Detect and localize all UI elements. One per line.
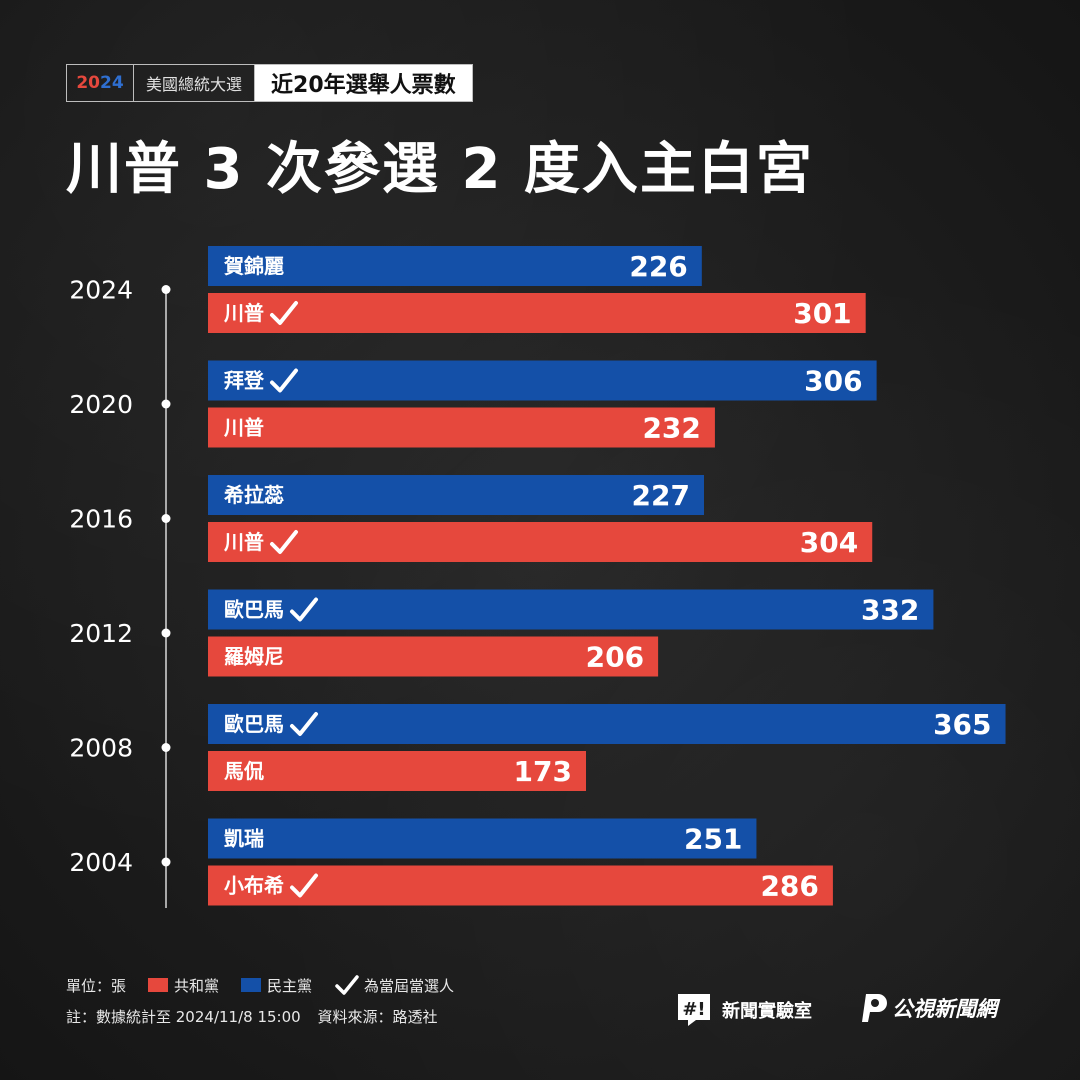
year-badge-part1: 20 [76, 73, 100, 93]
year-label: 2008 [69, 734, 133, 763]
legend-republican-label: 共和黨 [174, 976, 220, 995]
winner-check-icon [270, 530, 298, 554]
candidate-label: 川普 [223, 416, 264, 440]
page-title: 川普 3 次參選 2 度入主白宮 [66, 137, 814, 202]
candidate-label: 拜登 [224, 369, 265, 393]
legend-republican-swatch [148, 978, 169, 992]
legend-unit: 單位：張 [66, 976, 127, 995]
newslab-mark-icon: #! [678, 994, 710, 1026]
timeline-dot [161, 628, 171, 638]
header-topic: 美國總統大選 [134, 65, 256, 101]
candidate-label: 凱瑞 [224, 827, 264, 851]
republican-bar [208, 751, 587, 791]
year-label: 2004 [69, 848, 133, 877]
footnote-source: 資料來源：路透社 [317, 1008, 438, 1026]
bar-value-label: 286 [760, 870, 818, 903]
bar-value-label: 226 [629, 250, 687, 283]
year-badge-part2: 24 [100, 73, 124, 93]
pts-news-logo: 公視新聞網 [858, 992, 997, 1024]
bar-value-label: 306 [804, 365, 862, 398]
legend-democrat-label: 民主黨 [267, 976, 313, 995]
winner-check-icon [270, 368, 298, 393]
bar-value-label: 332 [861, 594, 919, 627]
candidate-label: 川普 [223, 301, 264, 325]
winner-check-icon [290, 712, 318, 736]
header-year-badge: 20 24 [67, 65, 134, 101]
footnote: 註：數據統計至 2024/11/8 15:00 資料來源：路透社 [66, 1006, 437, 1027]
legend: 單位：張 共和黨 民主黨 為當屆當選人 [66, 974, 454, 996]
candidate-label: 歐巴馬 [224, 598, 284, 622]
bar-value-label: 304 [800, 526, 858, 559]
candidate-label: 川普 [223, 530, 264, 554]
democrat-bar [208, 589, 934, 630]
bar-value-label: 251 [684, 823, 742, 856]
democrat-bar [208, 818, 757, 859]
candidate-label: 希拉蕊 [224, 483, 284, 507]
republican-bar [208, 407, 715, 448]
democrat-bar [208, 704, 1006, 744]
bar-value-label: 301 [793, 297, 851, 330]
republican-bar [208, 865, 833, 906]
republican-bar [208, 636, 659, 677]
republican-bar [208, 522, 873, 562]
svg-text:#!: #! [682, 999, 705, 1020]
candidate-label: 羅姆尼 [224, 645, 284, 669]
winner-check-icon [290, 597, 318, 622]
legend-democrat-swatch [241, 978, 262, 992]
chart-subtitle: 近20年選舉人票數 [255, 65, 472, 101]
bar-value-label: 227 [632, 479, 690, 512]
republican-bar [208, 293, 866, 333]
timeline-dot [161, 399, 171, 409]
bar-value-label: 206 [586, 641, 644, 674]
header-tag-bar: 20 24 美國總統大選 近20年選舉人票數 [66, 64, 473, 102]
year-label: 2024 [69, 276, 133, 305]
democrat-bar [208, 475, 704, 515]
timeline-dot [161, 285, 171, 294]
pts-logo-text: 公視新聞網 [892, 997, 997, 1021]
timeline-dot [161, 743, 171, 752]
candidate-label: 馬侃 [224, 759, 264, 783]
candidate-label: 歐巴馬 [224, 712, 284, 736]
winner-check-icon [290, 873, 318, 898]
democrat-bar [208, 246, 702, 286]
timeline-dot [161, 857, 171, 867]
year-label: 2016 [69, 505, 133, 534]
pts-mark-icon [862, 994, 887, 1022]
year-label: 2012 [69, 619, 133, 648]
legend-winner-label: 為當屆當選人 [364, 976, 455, 995]
democrat-bar [208, 360, 877, 401]
bar-value-label: 232 [642, 412, 700, 445]
newslab-logo: #! 新聞實驗室 [676, 992, 812, 1028]
bar-value-label: 173 [514, 755, 572, 788]
newslab-logo-text: 新聞實驗室 [722, 1001, 812, 1022]
electoral-votes-chart: 2024 賀錦麗 226 川普 301 2020 拜登 306 川普 232 2016 希拉蕊 227 川… [69, 246, 1006, 908]
bar-value-label: 365 [933, 708, 991, 741]
candidate-label: 賀錦麗 [223, 254, 284, 278]
year-label: 2020 [69, 390, 133, 419]
winner-check-icon [270, 301, 298, 325]
candidate-label: 小布希 [224, 874, 284, 898]
footnote-date: 註：數據統計至 2024/11/8 15:00 [66, 1008, 301, 1026]
timeline-dot [161, 514, 171, 523]
legend-check-icon [335, 975, 359, 995]
